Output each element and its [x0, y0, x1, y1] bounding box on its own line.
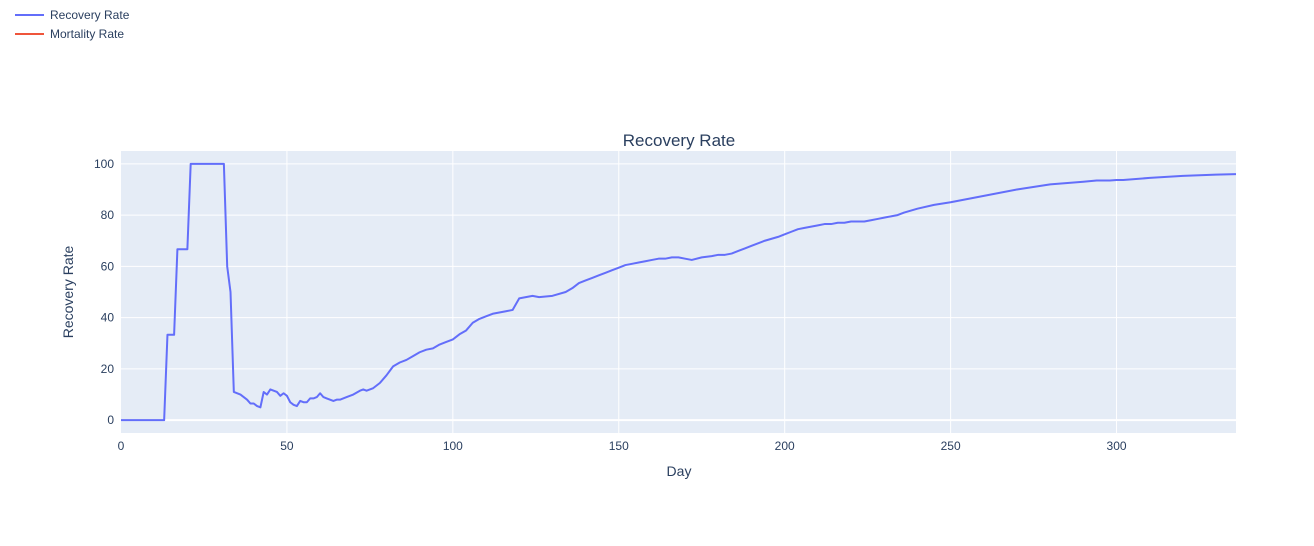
series-layer [121, 162, 1237, 422]
x-tick-label: 50 [280, 439, 294, 453]
x-tick-label: 250 [941, 439, 961, 453]
chart-title: Recovery Rate [623, 131, 735, 150]
x-tick-label: 0 [118, 439, 125, 453]
y-tick-label: 0 [107, 413, 114, 427]
y-tick-label: 60 [101, 259, 115, 273]
legend-label-mortality-rate: Mortality Rate [50, 27, 124, 41]
x-tick-label: 200 [775, 439, 795, 453]
plot-area[interactable] [121, 151, 1236, 433]
grid [121, 151, 1236, 433]
x-tick-label: 300 [1107, 439, 1127, 453]
legend-item-recovery-rate[interactable]: Recovery Rate [15, 8, 130, 22]
series-line-recovery-rate[interactable] [121, 162, 1237, 422]
y-axis-ticks: 0 20 40 60 80 100 [94, 157, 114, 427]
legend[interactable]: Recovery Rate Mortality Rate [15, 8, 130, 41]
y-tick-label: 20 [101, 362, 115, 376]
legend-label-recovery-rate: Recovery Rate [50, 8, 130, 22]
y-tick-label: 80 [101, 208, 115, 222]
x-tick-label: 150 [609, 439, 629, 453]
x-tick-label: 100 [443, 439, 463, 453]
x-axis-ticks: 0 50 100 150 200 250 300 [118, 439, 1127, 453]
y-tick-label: 40 [101, 311, 115, 325]
x-axis-title: Day [667, 463, 692, 479]
y-tick-label: 100 [94, 157, 114, 171]
legend-item-mortality-rate[interactable]: Mortality Rate [15, 27, 124, 41]
y-axis-title: Recovery Rate [60, 245, 76, 338]
